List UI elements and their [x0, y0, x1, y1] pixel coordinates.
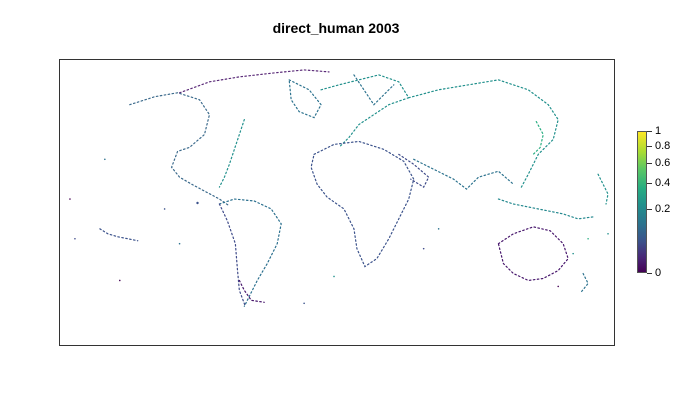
coast-north-america	[129, 92, 230, 207]
colorbar-tick	[647, 183, 652, 185]
colorbar-tick-label: 0.4	[655, 177, 671, 190]
coast-south-asia	[413, 158, 514, 190]
colorbar-tick-label: 0	[655, 267, 662, 279]
colorbar-tick-label: 0.6	[655, 157, 671, 169]
colorbar-tick-label: 0.2	[655, 203, 671, 216]
coast-east-america	[218, 118, 245, 188]
coast-japan	[532, 120, 544, 155]
coast-new-zealand	[579, 272, 589, 294]
coast-south-america	[218, 198, 282, 307]
colorbar-tick	[647, 145, 652, 147]
coast-hawaii-islands	[99, 228, 139, 242]
map-title: direct_human 2003	[272, 20, 400, 36]
coast-arabia	[398, 153, 430, 188]
coastline-raster	[69, 69, 609, 307]
coast-patagonia	[238, 279, 265, 303]
colorbar-tick	[647, 163, 652, 164]
scattered-pixels	[69, 158, 609, 305]
colorbar-tick	[647, 131, 652, 132]
coast-greenland	[288, 78, 322, 119]
colorbar-tick	[647, 273, 652, 274]
coast-africa	[310, 140, 415, 268]
coast-scandinavia	[353, 74, 395, 106]
colorbar-tick-label: 1	[655, 125, 662, 137]
coast-australia	[497, 226, 569, 282]
coast-west-south-america	[218, 203, 246, 307]
colorbar-tick	[647, 209, 652, 211]
colorbar	[637, 131, 647, 273]
colorbar-tick-label: 0.8	[655, 139, 671, 152]
coast-asia	[408, 79, 559, 190]
coast-europe	[320, 74, 410, 148]
world-map	[59, 59, 615, 346]
coast-se-asia-islands	[497, 198, 594, 220]
coast-pacific-islands	[597, 173, 609, 205]
coast-arctic-canada	[178, 69, 330, 94]
